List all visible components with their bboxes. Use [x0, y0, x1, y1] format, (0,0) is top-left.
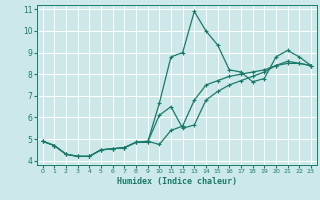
X-axis label: Humidex (Indice chaleur): Humidex (Indice chaleur) — [117, 177, 237, 186]
